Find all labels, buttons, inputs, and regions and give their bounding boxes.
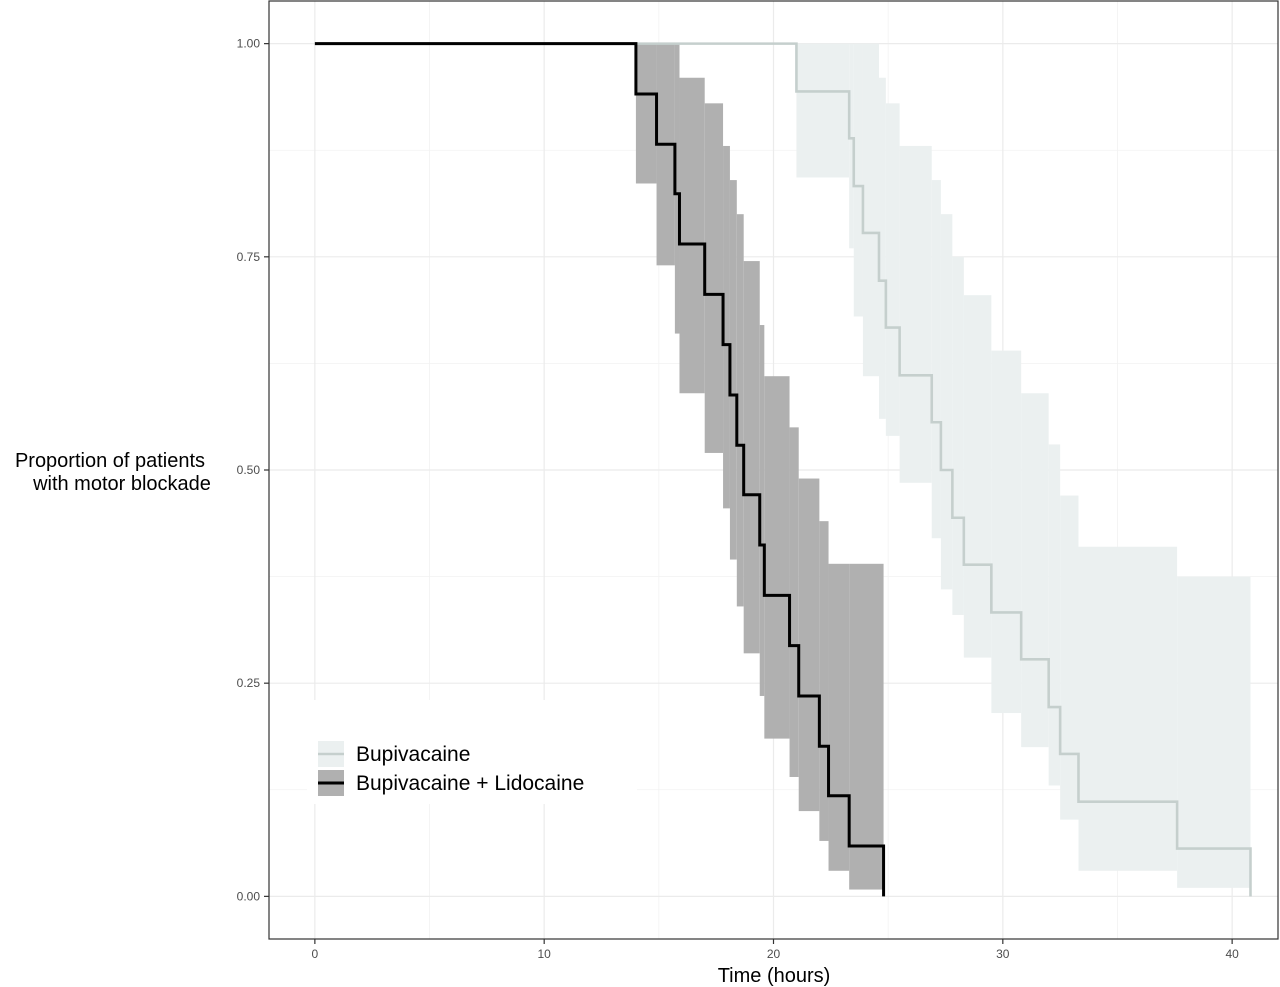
band-bupivacaine-5	[878, 77, 886, 419]
x-axis-title: Time (hours)	[718, 965, 831, 987]
y-axis-title-line-1: Proportion of patients	[15, 450, 205, 472]
x-tick-label-4: 40	[1225, 947, 1239, 961]
band-bupivacaine-lidocaine-6	[723, 145, 730, 509]
band-bupivacaine-lidocaine-16	[849, 563, 884, 890]
band-bupivacaine-17	[1177, 576, 1251, 888]
band-bupivacaine-11	[963, 295, 992, 658]
band-bupivacaine-lidocaine-12	[789, 427, 799, 777]
legend-label-bupivacaine: Bupivacaine	[356, 743, 470, 766]
x-tick-label-0: 0	[312, 947, 319, 961]
y-axis: 0.00 0.25 0.50 0.75 1.00	[237, 37, 269, 903]
band-bupivacaine-9	[940, 214, 953, 590]
band-bupivacaine-12	[991, 350, 1022, 714]
confidence-bands	[635, 43, 1251, 890]
line-bupivacaine	[314, 42, 1252, 897]
survival-lines	[314, 42, 1252, 897]
y-tick-label-1: 0.25	[237, 676, 261, 690]
band-bupivacaine-lidocaine-14	[819, 521, 829, 841]
y-tick-label-3: 0.75	[237, 250, 261, 264]
band-bupivacaine-1	[796, 43, 850, 178]
x-tick-label-1: 10	[538, 947, 552, 961]
legend-label-bupivacaine-lidocaine: Bupivacaine + Lidocaine	[356, 772, 584, 795]
band-bupivacaine-lidocaine-9	[743, 261, 760, 654]
band-bupivacaine-15	[1060, 495, 1079, 820]
y-axis-title-line-2: with motor blockade	[32, 473, 211, 495]
band-bupivacaine-14	[1048, 444, 1061, 786]
band-bupivacaine-lidocaine-2	[656, 43, 675, 266]
y-tick-label-4: 1.00	[237, 37, 261, 51]
legend: Bupivacaine Bupivacaine + Lidocaine	[307, 700, 637, 804]
line-bupivacaine-lidocaine	[314, 42, 886, 897]
band-bupivacaine-2	[849, 43, 854, 249]
x-axis: 0 10 20 30 40	[312, 939, 1239, 961]
band-bupivacaine-lidocaine-15	[828, 563, 850, 871]
band-bupivacaine-lidocaine-5	[704, 103, 724, 453]
band-bupivacaine-4	[862, 43, 879, 377]
band-bupivacaine-3	[853, 43, 863, 317]
band-bupivacaine-13	[1021, 393, 1049, 748]
band-bupivacaine-lidocaine-4	[679, 77, 705, 394]
band-bupivacaine-lidocaine-13	[798, 478, 820, 812]
band-bupivacaine-lidocaine-1	[635, 43, 657, 184]
x-tick-label-3: 30	[996, 947, 1010, 961]
band-bupivacaine-lidocaine-7	[729, 180, 737, 560]
band-bupivacaine-10	[952, 256, 964, 615]
band-bupivacaine-6	[885, 103, 900, 436]
legend-background	[307, 700, 637, 804]
band-bupivacaine-lidocaine-8	[736, 214, 744, 607]
y-tick-label-2: 0.50	[237, 463, 261, 477]
band-bupivacaine-lidocaine-3	[674, 43, 680, 334]
band-bupivacaine-lidocaine-10	[759, 325, 765, 696]
band-bupivacaine-7	[899, 145, 932, 483]
band-bupivacaine-lidocaine-11	[764, 376, 790, 739]
band-bupivacaine-8	[931, 180, 941, 539]
band-bupivacaine-16	[1078, 546, 1178, 871]
y-tick-label-0: 0.00	[237, 889, 261, 903]
x-tick-label-2: 20	[767, 947, 781, 961]
